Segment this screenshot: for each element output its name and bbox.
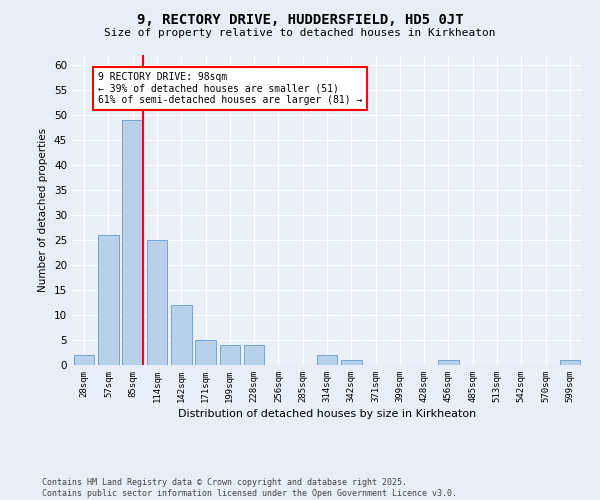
Bar <box>220 345 240 365</box>
Text: 9, RECTORY DRIVE, HUDDERSFIELD, HD5 0JT: 9, RECTORY DRIVE, HUDDERSFIELD, HD5 0JT <box>137 12 463 26</box>
X-axis label: Distribution of detached houses by size in Kirkheaton: Distribution of detached houses by size … <box>178 409 476 419</box>
Bar <box>244 345 265 365</box>
Bar <box>171 305 191 365</box>
Text: 9 RECTORY DRIVE: 98sqm
← 39% of detached houses are smaller (51)
61% of semi-det: 9 RECTORY DRIVE: 98sqm ← 39% of detached… <box>97 72 362 106</box>
Bar <box>317 355 337 365</box>
Bar <box>195 340 216 365</box>
Y-axis label: Number of detached properties: Number of detached properties <box>38 128 49 292</box>
Text: Contains HM Land Registry data © Crown copyright and database right 2025.
Contai: Contains HM Land Registry data © Crown c… <box>42 478 457 498</box>
Bar <box>122 120 143 365</box>
Bar <box>74 355 94 365</box>
Bar <box>341 360 362 365</box>
Bar <box>438 360 459 365</box>
Bar <box>560 360 580 365</box>
Bar <box>146 240 167 365</box>
Bar <box>98 235 119 365</box>
Text: Size of property relative to detached houses in Kirkheaton: Size of property relative to detached ho… <box>104 28 496 38</box>
